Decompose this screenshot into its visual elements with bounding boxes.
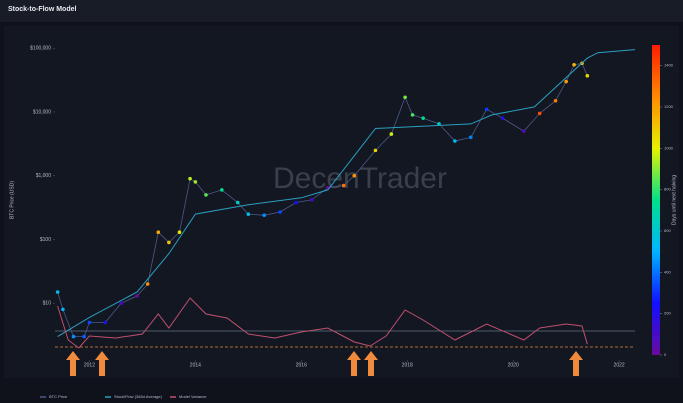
price-point	[61, 307, 65, 312]
colorbar-tick-label: 1000	[664, 145, 674, 150]
price-point	[220, 188, 224, 192]
price-point	[537, 111, 542, 116]
y-axis-label: BTC Price (USD)	[9, 181, 15, 219]
y-tick-label: $10	[43, 301, 52, 307]
colorbar-tick-label: 600	[664, 228, 671, 233]
price-point	[572, 62, 576, 67]
price-point	[437, 122, 441, 126]
price-point	[484, 107, 489, 112]
colorbar-tick-label: 400	[664, 269, 671, 274]
price-point	[453, 139, 457, 143]
series-line	[57, 49, 636, 338]
price-point	[468, 135, 473, 140]
x-tick-label: 2020	[508, 362, 519, 368]
y-tick-label: $1,000	[36, 173, 52, 179]
x-tick-label: 2018	[402, 362, 413, 368]
price-point	[310, 197, 314, 202]
price-point	[421, 116, 425, 120]
series-line	[57, 297, 588, 349]
y-tick-label: $10,000	[33, 109, 51, 115]
price-point	[71, 334, 76, 339]
y-tick-label: $100,000	[30, 46, 51, 52]
price-point	[262, 213, 267, 218]
colorbar-tick-label: 200	[664, 311, 671, 316]
price-point	[204, 193, 208, 197]
chart-title: Stock-to-Flow Model	[8, 6, 76, 13]
colorbar-tick-label: 1400	[664, 63, 674, 68]
price-point	[410, 113, 415, 117]
colorbar-tick-label: 0	[664, 352, 667, 357]
price-point	[585, 73, 590, 78]
price-point	[235, 200, 240, 205]
arrow	[66, 351, 80, 376]
colorbar-label: Days until next halving	[671, 175, 677, 225]
legend-label: Stock/Flow (365d Average)	[114, 394, 163, 399]
colorbar-tick-label: 800	[664, 187, 671, 192]
price-point	[82, 334, 86, 339]
price-point	[55, 290, 60, 294]
price-point	[193, 180, 198, 184]
price-point	[103, 320, 108, 325]
price-point	[373, 148, 378, 153]
price-point	[177, 230, 182, 235]
arrow	[95, 351, 109, 376]
price-point	[564, 79, 568, 84]
series-line	[57, 62, 588, 337]
legend-label: Model Variance	[179, 394, 207, 399]
price-point	[553, 98, 558, 103]
x-tick-label: 2014	[190, 362, 201, 368]
price-point	[87, 320, 92, 325]
price-point	[341, 183, 346, 188]
price-point	[145, 282, 150, 286]
price-point	[156, 230, 161, 235]
legend-label: BTC Price	[49, 394, 68, 399]
price-point	[294, 200, 298, 205]
arrow	[569, 351, 583, 376]
price-point	[352, 173, 357, 178]
price-point	[389, 132, 394, 136]
colorbar-tick-label: 1200	[664, 104, 674, 109]
price-point	[119, 301, 124, 306]
price-point	[403, 95, 407, 100]
watermark: DecenTrader	[273, 162, 447, 195]
x-tick-label: 2012	[84, 362, 95, 368]
colorbar	[652, 45, 660, 355]
x-tick-label: 2016	[296, 362, 307, 368]
header-bar	[0, 0, 683, 22]
arrows	[66, 351, 583, 376]
arrow	[364, 351, 378, 376]
price-point	[135, 294, 139, 298]
x-tick-label: 2022	[614, 362, 625, 368]
price-point	[521, 129, 526, 133]
price-point	[246, 212, 251, 216]
price-point	[278, 210, 282, 214]
chart-panel	[4, 26, 679, 378]
arrow	[347, 351, 361, 376]
price-point	[188, 176, 192, 181]
price-point	[167, 240, 171, 245]
y-tick-label: $100	[40, 237, 51, 243]
price-point	[500, 116, 505, 120]
